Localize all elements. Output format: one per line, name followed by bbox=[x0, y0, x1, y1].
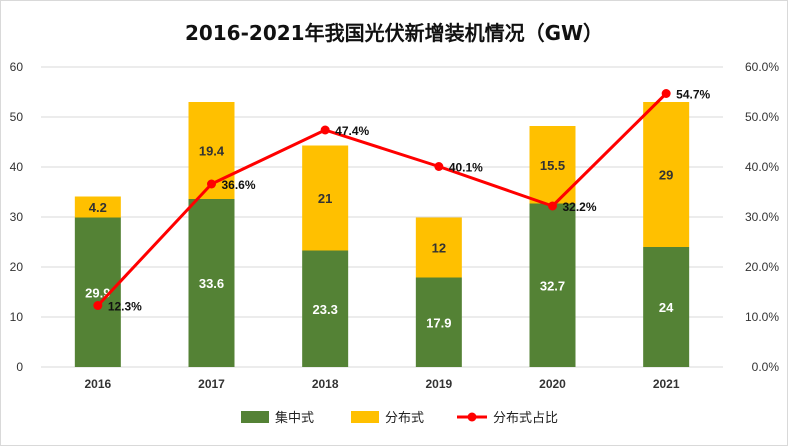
line-distributed-share bbox=[96, 92, 668, 307]
bar-label-centralized: 17.9 bbox=[426, 315, 451, 330]
line-point bbox=[548, 201, 557, 211]
bar-distributed bbox=[415, 217, 462, 278]
line-label: 32.2% bbox=[563, 200, 597, 214]
legend-label-share: 分布式占比 bbox=[493, 411, 558, 426]
x-tick-label: 2018 bbox=[312, 377, 339, 391]
y-right-tick-label: 20.0% bbox=[745, 260, 779, 274]
line-point bbox=[320, 125, 330, 135]
line-point bbox=[93, 301, 103, 310]
bar-label-centralized: 23.3 bbox=[313, 302, 338, 317]
y-right-tick-label: 50.0% bbox=[745, 110, 779, 124]
y-left-tick-label: 30 bbox=[10, 210, 24, 224]
legend-swatch-distributed bbox=[351, 411, 379, 423]
bar-centralized bbox=[529, 203, 576, 367]
bar-centralized bbox=[643, 247, 690, 367]
bar-label-distributed: 4.2 bbox=[89, 200, 107, 215]
line-label: 47.4% bbox=[335, 124, 369, 138]
bar-label-centralized: 33.6 bbox=[199, 276, 224, 291]
bar-label-centralized: 29.9 bbox=[85, 285, 110, 300]
line-label: 36.6% bbox=[222, 178, 256, 192]
line-point bbox=[661, 89, 671, 98]
bar-label-distributed: 15.5 bbox=[540, 158, 565, 173]
line-label: 12.3% bbox=[108, 300, 142, 314]
y-left-tick-label: 60 bbox=[10, 60, 24, 74]
bar-centralized bbox=[188, 199, 235, 367]
y-left-tick-label: 50 bbox=[10, 110, 24, 124]
y-right-tick-label: 40.0% bbox=[745, 160, 779, 174]
line-label: 40.1% bbox=[449, 161, 483, 175]
bar-centralized bbox=[74, 217, 121, 367]
x-tick-label: 2020 bbox=[539, 377, 566, 391]
x-tick-label: 2021 bbox=[653, 377, 680, 391]
y-left-tick-label: 0 bbox=[16, 360, 23, 374]
y-right-tick-label: 0.0% bbox=[752, 360, 780, 374]
y-right-tick-label: 30.0% bbox=[745, 210, 779, 224]
y-left-tick-label: 20 bbox=[10, 260, 24, 274]
bar-centralized bbox=[302, 250, 349, 367]
y-right-tick-label: 10.0% bbox=[745, 310, 779, 324]
bar-label-centralized: 32.7 bbox=[540, 278, 565, 293]
bar-centralized bbox=[415, 277, 462, 367]
line-label: 54.7% bbox=[676, 88, 710, 102]
legend-swatch-share-marker bbox=[467, 412, 477, 422]
bar-distributed bbox=[74, 196, 121, 218]
line-point bbox=[207, 179, 216, 189]
y-right-tick-label: 60.0% bbox=[745, 60, 779, 74]
x-tick-label: 2017 bbox=[198, 377, 225, 391]
legend-swatch-centralized bbox=[241, 411, 269, 423]
bar-distributed bbox=[643, 102, 690, 247]
bar-label-distributed: 29 bbox=[659, 168, 673, 183]
legend-label-centralized: 集中式 bbox=[275, 410, 314, 426]
chart-title: 2016-2021年我国光伏新增装机情况（GW） bbox=[184, 21, 604, 45]
bar-label-centralized: 24 bbox=[659, 300, 674, 315]
bar-label-distributed: 12 bbox=[432, 241, 446, 256]
y-left-tick-label: 10 bbox=[10, 310, 24, 324]
bar-distributed bbox=[302, 145, 349, 251]
y-left-tick-label: 40 bbox=[10, 160, 24, 174]
x-tick-label: 2016 bbox=[84, 377, 111, 391]
bar-label-distributed: 19.4 bbox=[199, 144, 225, 159]
line-point bbox=[434, 162, 444, 171]
legend-label-distributed: 分布式 bbox=[385, 411, 424, 426]
bar-label-distributed: 21 bbox=[318, 191, 332, 206]
x-tick-label: 2019 bbox=[425, 377, 452, 391]
